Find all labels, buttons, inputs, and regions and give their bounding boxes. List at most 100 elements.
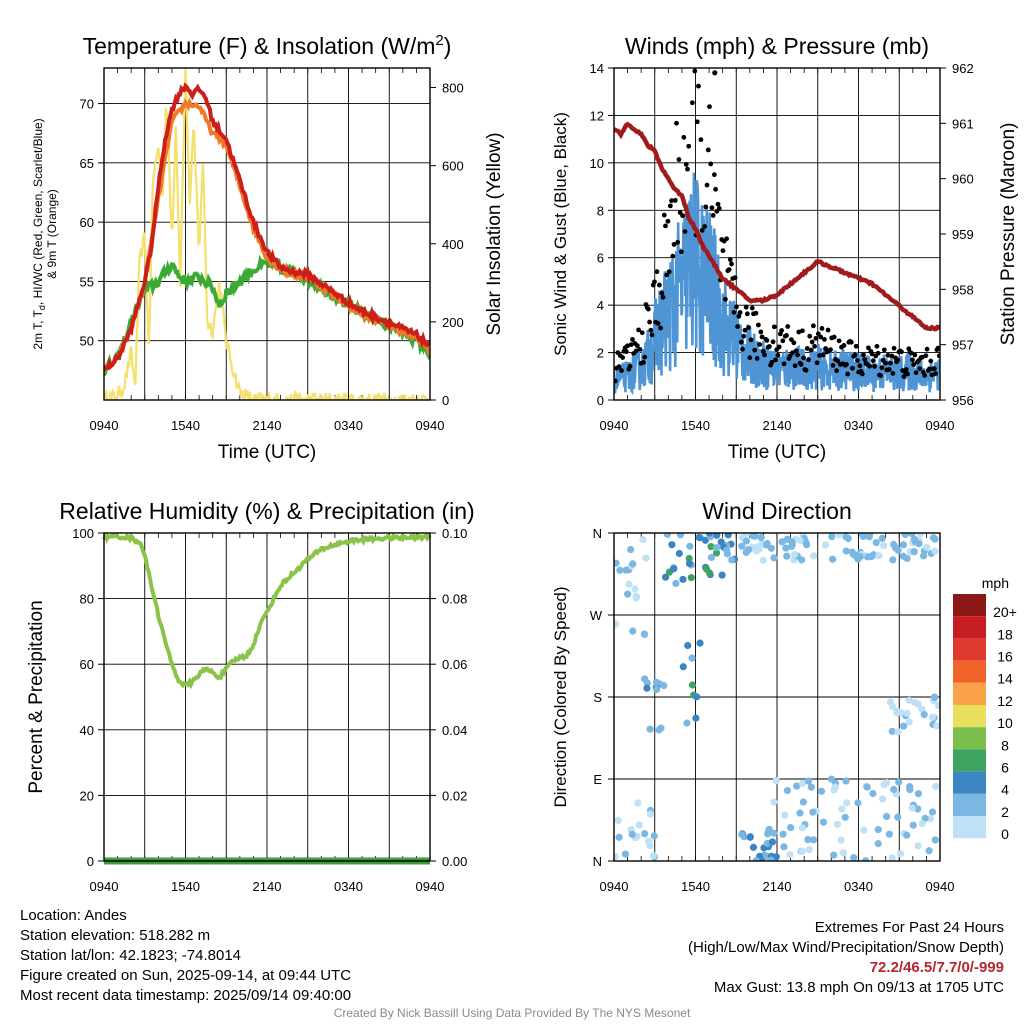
gust-point: [645, 306, 651, 312]
y-axis-label: Percent & Precipitation: [26, 600, 47, 793]
gust-point: [620, 355, 626, 360]
gust-point: [686, 143, 692, 149]
gust-point: [702, 224, 708, 229]
direction-point: [642, 554, 650, 562]
gust-point: [715, 201, 721, 207]
gust-point: [905, 371, 910, 377]
x-tick-label: 0940: [90, 418, 119, 433]
x-tick-label: 0940: [600, 879, 629, 894]
gust-point: [867, 363, 873, 369]
gust-point: [936, 353, 940, 359]
direction-point: [900, 722, 908, 730]
gust-point: [743, 304, 749, 310]
gust-point: [625, 343, 630, 349]
direction-point: [798, 779, 807, 788]
gust-point: [879, 365, 885, 371]
direction-point: [880, 542, 888, 550]
direction-point: [798, 824, 806, 832]
direction-point: [778, 538, 786, 546]
direction-point: [788, 540, 796, 548]
direction-point: [660, 681, 668, 690]
y2-tick-label: 0.10: [442, 526, 467, 541]
gust-point: [795, 352, 800, 358]
pressure-line: [614, 121, 940, 332]
direction-point: [759, 556, 767, 564]
direction-point: [890, 540, 898, 549]
legend-label: 12: [997, 693, 1013, 709]
gust-point: [889, 353, 895, 359]
gust-point: [628, 342, 634, 348]
direction-point: [856, 552, 864, 561]
direction-point: [672, 579, 680, 588]
gust-point: [776, 344, 782, 350]
y-tick-label: 8: [597, 203, 604, 218]
gust-point: [720, 248, 726, 254]
gust-point: [793, 348, 799, 354]
gust-point: [928, 358, 934, 364]
y-tick-label: 6: [597, 251, 604, 266]
y-tick-label: 12: [590, 108, 604, 123]
gust-point: [822, 336, 827, 342]
direction-point: [629, 560, 637, 568]
gust-point: [654, 269, 660, 275]
gust-point: [738, 339, 744, 345]
legend-swatch: [953, 594, 986, 617]
direction-point: [743, 533, 751, 537]
x-tick-label: 0940: [416, 418, 445, 433]
gust-point: [762, 352, 767, 358]
direction-point: [828, 533, 836, 541]
gust-point: [890, 370, 896, 376]
gust-point: [859, 371, 865, 377]
gust-point: [707, 104, 712, 110]
direction-point: [765, 825, 773, 833]
gust-point: [689, 100, 695, 106]
gust-point: [798, 362, 804, 367]
direction-point: [749, 843, 758, 851]
gust-point: [888, 360, 893, 366]
legend-label: 6: [1001, 760, 1009, 776]
wind-direction-panel: 0940 1540 2140 0340 0940 Wind Direction N E S W N D…: [551, 498, 954, 894]
legend-label: 8: [1001, 737, 1009, 753]
direction-point: [622, 566, 630, 574]
direction-point: [712, 549, 721, 557]
x-axis-label: Time (UTC): [218, 442, 317, 463]
gust-point: [663, 223, 668, 229]
direction-point: [632, 592, 640, 600]
y2-tick-label: 600: [442, 159, 464, 174]
gust-point: [845, 371, 851, 377]
direction-point: [688, 681, 697, 689]
direction-point: [885, 830, 893, 838]
y-axis-label: Sonic Wind & Gust (Blue, Black): [551, 112, 570, 356]
plot-frame: [103, 67, 431, 401]
gust-point: [722, 296, 728, 302]
gust-point: [752, 347, 758, 353]
gust-point: [658, 325, 663, 331]
direction-point: [830, 851, 838, 859]
solar-insolation-line: [104, 68, 430, 400]
direction-point: [723, 546, 731, 554]
y2-tick-label: 800: [442, 81, 464, 96]
direction-point: [931, 547, 939, 555]
relative-humidity-line: [102, 533, 432, 690]
y-tick-label: 50: [80, 334, 94, 349]
direction-point: [770, 554, 778, 562]
direction-point: [903, 554, 911, 563]
gust-point: [656, 282, 662, 288]
direction-point: [817, 787, 826, 795]
direction-point: [894, 728, 902, 736]
direction-point: [705, 533, 713, 537]
y-tick-label: S: [593, 690, 602, 705]
max-gust-point: [712, 70, 718, 76]
direction-point: [643, 684, 651, 692]
wind-speed-legend: mph 20+ 18 16 14 12 10 8 6 4 2 0: [953, 575, 1017, 842]
gust-point: [836, 338, 842, 344]
direction-point: [780, 843, 788, 851]
direction-point: [930, 693, 939, 701]
gust-point: [672, 197, 678, 203]
gust-point: [770, 339, 776, 345]
direction-point: [661, 573, 670, 581]
direction-point: [931, 836, 939, 844]
location-text: Location: Andes: [20, 907, 127, 924]
direction-point: [869, 789, 877, 798]
gust-point: [652, 279, 657, 285]
